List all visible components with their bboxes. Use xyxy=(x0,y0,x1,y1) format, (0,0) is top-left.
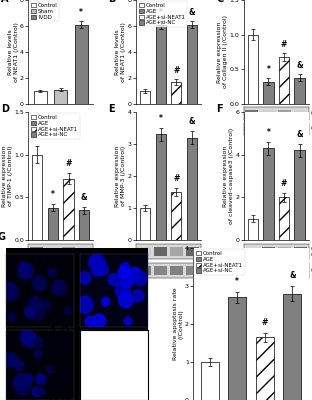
Y-axis label: Relative apoptosis rate
(/Control): Relative apoptosis rate (/Control) xyxy=(173,288,183,360)
Text: B: B xyxy=(108,0,116,4)
Text: #: # xyxy=(65,159,72,168)
Text: G: G xyxy=(0,232,6,242)
Bar xyxy=(156,134,166,240)
Bar xyxy=(140,208,150,240)
Bar xyxy=(63,178,74,240)
Y-axis label: Relative levels
of NEAT1 (/Control): Relative levels of NEAT1 (/Control) xyxy=(115,22,126,82)
Y-axis label: Relative expression
of cleaved-caspase3 (/Control): Relative expression of cleaved-caspase3 … xyxy=(223,128,234,224)
Bar xyxy=(228,298,246,400)
Text: *: * xyxy=(159,8,163,17)
Text: &: & xyxy=(188,8,195,17)
Bar xyxy=(279,197,289,240)
Bar xyxy=(187,138,197,240)
Legend: Control, AGE, AGE+si-NEAT1, AGE+si-NC: Control, AGE, AGE+si-NEAT1, AGE+si-NC xyxy=(194,249,245,275)
Text: &: & xyxy=(296,130,303,139)
Bar xyxy=(156,25,166,104)
Bar xyxy=(171,82,181,104)
Y-axis label: Relative expression
of Collagen II (/Control): Relative expression of Collagen II (/Con… xyxy=(217,16,228,88)
Y-axis label: Relative expression
of TIMP-1 (/Control): Relative expression of TIMP-1 (/Control) xyxy=(2,145,13,207)
Text: #: # xyxy=(281,40,287,48)
Text: D: D xyxy=(1,104,9,114)
Text: #: # xyxy=(173,174,179,183)
Legend: Control, AGE, AGE+si-NEAT1, AGE+si-NC: Control, AGE, AGE+si-NEAT1, AGE+si-NC xyxy=(137,1,188,27)
Text: *: * xyxy=(266,128,271,137)
Text: &: & xyxy=(81,193,87,202)
Bar xyxy=(34,91,47,104)
Text: &: & xyxy=(296,61,303,70)
Bar xyxy=(256,337,274,400)
Y-axis label: Relative expression
of MMP-3 (/Control): Relative expression of MMP-3 (/Control) xyxy=(115,145,126,207)
Text: #: # xyxy=(261,318,268,327)
Bar xyxy=(279,57,289,104)
Text: &: & xyxy=(188,117,195,126)
Bar xyxy=(140,91,150,104)
Bar xyxy=(201,362,218,400)
Legend: Control, Sham, IVDD: Control, Sham, IVDD xyxy=(29,1,60,21)
Text: *: * xyxy=(79,8,83,17)
Bar xyxy=(75,25,88,104)
Bar xyxy=(248,219,258,240)
Text: #: # xyxy=(281,179,287,188)
Bar xyxy=(171,192,181,240)
Bar xyxy=(54,90,67,104)
Bar xyxy=(48,208,58,240)
Text: E: E xyxy=(108,104,115,114)
Bar xyxy=(263,148,274,240)
Y-axis label: Relative levels
of NEAT1 (/Control): Relative levels of NEAT1 (/Control) xyxy=(8,22,18,82)
Text: *: * xyxy=(159,114,163,123)
Bar xyxy=(295,150,305,240)
Bar xyxy=(283,294,301,400)
Bar xyxy=(248,35,258,104)
Text: &: & xyxy=(289,271,296,280)
Text: *: * xyxy=(266,65,271,74)
Bar xyxy=(79,210,89,240)
Bar xyxy=(263,82,274,104)
Text: *: * xyxy=(51,190,55,199)
Text: F: F xyxy=(216,104,223,114)
Bar xyxy=(295,78,305,104)
Text: #: # xyxy=(173,66,179,75)
Text: *: * xyxy=(235,277,239,286)
Text: A: A xyxy=(1,0,8,4)
Legend: Control, AGE, AGE+si-NEAT1, AGE+si-NC: Control, AGE, AGE+si-NEAT1, AGE+si-NC xyxy=(29,113,80,139)
Text: C: C xyxy=(216,0,223,4)
Bar xyxy=(187,25,197,104)
Bar xyxy=(32,155,42,240)
